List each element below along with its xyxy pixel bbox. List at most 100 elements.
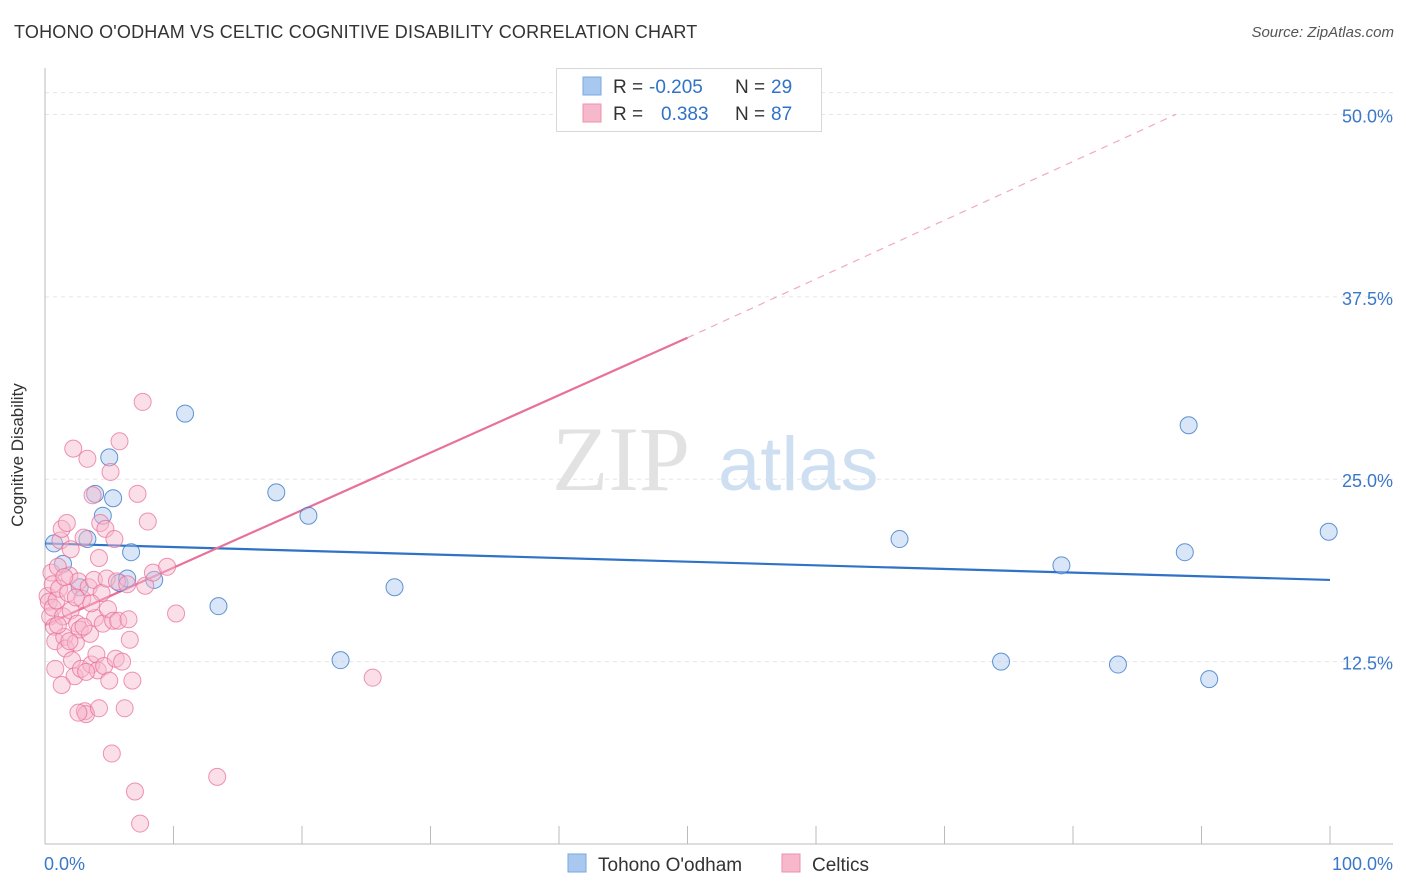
- point-pink-53: [105, 530, 124, 549]
- point-blue-11: [145, 570, 164, 589]
- point-pink-55: [107, 572, 126, 591]
- point-pink-7: [46, 632, 65, 651]
- point-pink-72: [167, 604, 186, 623]
- trend-line-blue: [44, 542, 1331, 582]
- legend-swatch-pink: [582, 103, 602, 123]
- y-tick-label-0: 12.5%: [1342, 654, 1393, 674]
- point-pink-71: [158, 557, 177, 576]
- point-blue-5: [93, 506, 112, 525]
- point-pink-85: [66, 588, 85, 607]
- point-pink-0: [38, 586, 57, 605]
- point-pink-64: [125, 782, 144, 801]
- point-pink-25: [69, 572, 88, 591]
- point-pink-51: [102, 744, 121, 763]
- legend-r-value-0: -0.205: [649, 77, 703, 98]
- point-pink-67: [133, 392, 152, 411]
- point-pink-21: [64, 439, 83, 458]
- legend-n-value-1: 87: [771, 104, 792, 125]
- point-blue-21: [1108, 655, 1127, 674]
- chart-title: TOHONO O'ODHAM VS CELTIC COGNITIVE DISAB…: [14, 22, 698, 42]
- point-pink-42: [91, 514, 110, 533]
- correlation-legend: R = -0.205 N = 29 R = 0.383 N = 87: [556, 68, 822, 132]
- legend-r-label-1: R =: [613, 104, 648, 125]
- point-pink-59: [115, 699, 134, 718]
- point-pink-22: [65, 667, 84, 686]
- tick-labels: 12.5% 25.0% 37.5% 50.0% 0.0% 100.0%: [44, 106, 1393, 874]
- point-blue-22: [1175, 543, 1194, 562]
- point-pink-84: [60, 632, 79, 651]
- series-label-celtics: Celtics: [812, 855, 869, 876]
- trend-extension-pink: [687, 113, 1177, 339]
- point-blue-23: [1179, 416, 1198, 435]
- legend-n-label-0: N =: [735, 77, 770, 98]
- y-tick-label-2: 37.5%: [1342, 289, 1393, 309]
- point-pink-76: [55, 567, 74, 586]
- point-pink-30: [75, 702, 94, 721]
- point-blue-6: [100, 448, 119, 467]
- point-pink-73: [208, 767, 227, 786]
- legend-r-value-1: 0.383: [661, 104, 709, 125]
- point-blue-18: [890, 530, 909, 549]
- point-blue-20: [1052, 556, 1071, 575]
- point-pink-86: [77, 662, 96, 681]
- point-pink-32: [78, 449, 97, 468]
- series-legend: Tohono O'odham Celtics: [566, 852, 896, 886]
- series-swatch-celtics: [781, 853, 801, 873]
- point-pink-28: [73, 589, 92, 608]
- point-blue-14: [267, 483, 286, 502]
- point-pink-78: [69, 703, 88, 722]
- point-pink-8: [47, 591, 66, 610]
- point-pink-81: [89, 549, 108, 568]
- point-pink-34: [80, 624, 99, 643]
- axes: [44, 68, 1393, 845]
- point-pink-80: [82, 594, 101, 613]
- point-pink-83: [52, 675, 71, 694]
- point-blue-9: [118, 569, 137, 588]
- point-pink-82: [46, 659, 65, 678]
- legend-n-label-1: N =: [735, 104, 770, 125]
- point-pink-63: [123, 671, 142, 690]
- point-pink-57: [110, 432, 129, 451]
- series-swatch-tohono: [567, 853, 587, 873]
- point-pink-74: [363, 668, 382, 687]
- point-pink-77: [61, 540, 80, 559]
- point-pink-58: [113, 652, 132, 671]
- trend-lines: [44, 113, 1331, 627]
- series-legend-graphic: Tohono O'odham Celtics: [567, 853, 869, 876]
- point-blue-15: [299, 506, 318, 525]
- point-pink-44: [93, 614, 112, 633]
- point-pink-48: [98, 600, 117, 619]
- point-pink-75: [48, 616, 67, 635]
- point-blue-25: [1319, 522, 1338, 541]
- watermark-zip: ZIP: [552, 408, 690, 510]
- legend-r-label-0: R =: [613, 77, 648, 98]
- point-blue-10: [122, 543, 141, 562]
- source-label: Source: ZipAtlas.com: [1251, 24, 1394, 41]
- point-pink-65: [128, 484, 147, 503]
- point-pink-46: [96, 519, 115, 538]
- point-blue-24: [1200, 670, 1219, 689]
- data-points: [38, 392, 1338, 833]
- point-pink-16: [57, 514, 76, 533]
- x-tick-label-1: 100.0%: [1332, 854, 1393, 874]
- point-pink-41: [89, 699, 108, 718]
- point-pink-10: [50, 579, 69, 598]
- watermark-atlas: atlas: [718, 422, 879, 507]
- point-blue-16: [331, 651, 350, 670]
- series-label-tohono: Tohono O'odham: [598, 855, 742, 876]
- legend-n-value-0: 29: [771, 77, 792, 98]
- point-blue-13: [209, 597, 228, 616]
- point-pink-47: [97, 569, 116, 588]
- x-tick-label-0: 0.0%: [44, 854, 85, 874]
- point-pink-52: [104, 611, 123, 630]
- point-pink-79: [74, 617, 93, 636]
- point-pink-60: [118, 575, 137, 594]
- point-pink-12: [52, 519, 71, 538]
- point-pink-36: [83, 486, 102, 505]
- point-pink-50: [101, 462, 120, 481]
- point-pink-66: [131, 814, 150, 833]
- point-pink-29: [74, 528, 93, 547]
- point-pink-69: [138, 512, 157, 531]
- correlation-legend-graphic: R = -0.205 N = 29 R = 0.383 N = 87: [582, 76, 792, 125]
